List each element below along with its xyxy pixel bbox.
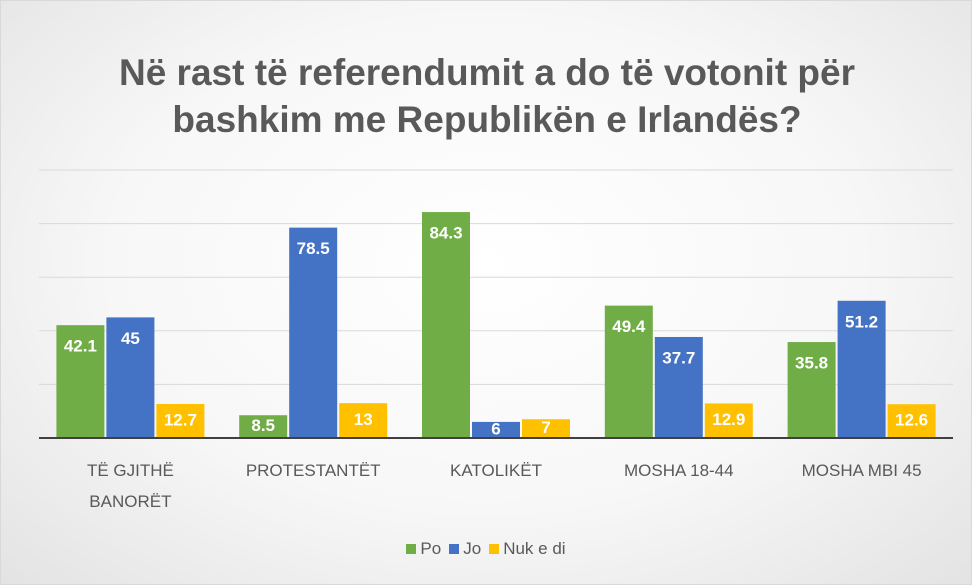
legend-label: Jo [463,539,482,558]
data-label: 6 [491,419,500,438]
bar [472,421,520,438]
x-tick-label: MOSHA MBI 45 [801,461,922,480]
legend-swatch [489,544,500,554]
data-label: 8.5 [251,416,275,435]
bar [339,403,388,438]
bar [289,227,338,438]
bar [156,403,205,438]
legend-label: Nuk e di [503,539,566,558]
bar [56,325,105,438]
data-label: 35.8 [795,354,828,373]
legend-item: Jo [449,539,481,559]
x-tick-label: TË GJITHË BANORËT [86,461,174,511]
legend-item: Nuk e di [489,539,566,559]
data-label: 12.7 [164,410,197,429]
bar [654,336,703,438]
chart-title: Në rast të referendumit a do të votonit … [118,52,856,140]
data-label: 12.6 [895,411,928,430]
bar [887,404,936,438]
data-label: 84.3 [429,224,462,243]
bar [239,415,288,438]
bar [837,300,886,438]
data-label: 51.2 [845,312,878,331]
bar [106,317,155,438]
legend-item: Po [406,539,441,559]
x-tick-label: MOSHA 18-44 [623,461,734,480]
data-label: 78.5 [297,239,330,258]
x-tick-label: KATOLIKËT [450,461,542,480]
legend: Po Jo Nuk e di [1,539,971,559]
data-label: 45 [121,329,140,348]
bar [422,212,470,438]
data-label: 12.9 [712,410,745,429]
legend-swatch [406,544,417,554]
data-label: 42.1 [64,337,97,356]
data-label: 49.4 [612,317,646,336]
legend-label: Po [420,539,442,558]
legend-swatch [449,544,460,554]
bar [522,419,570,438]
bar [704,403,753,438]
bar [604,305,653,438]
data-label: 13 [354,410,373,429]
bar [787,342,836,438]
data-label: 37.7 [662,348,695,367]
x-tick-label: PROTESTANTËT [245,461,381,480]
data-label: 7 [541,418,550,437]
